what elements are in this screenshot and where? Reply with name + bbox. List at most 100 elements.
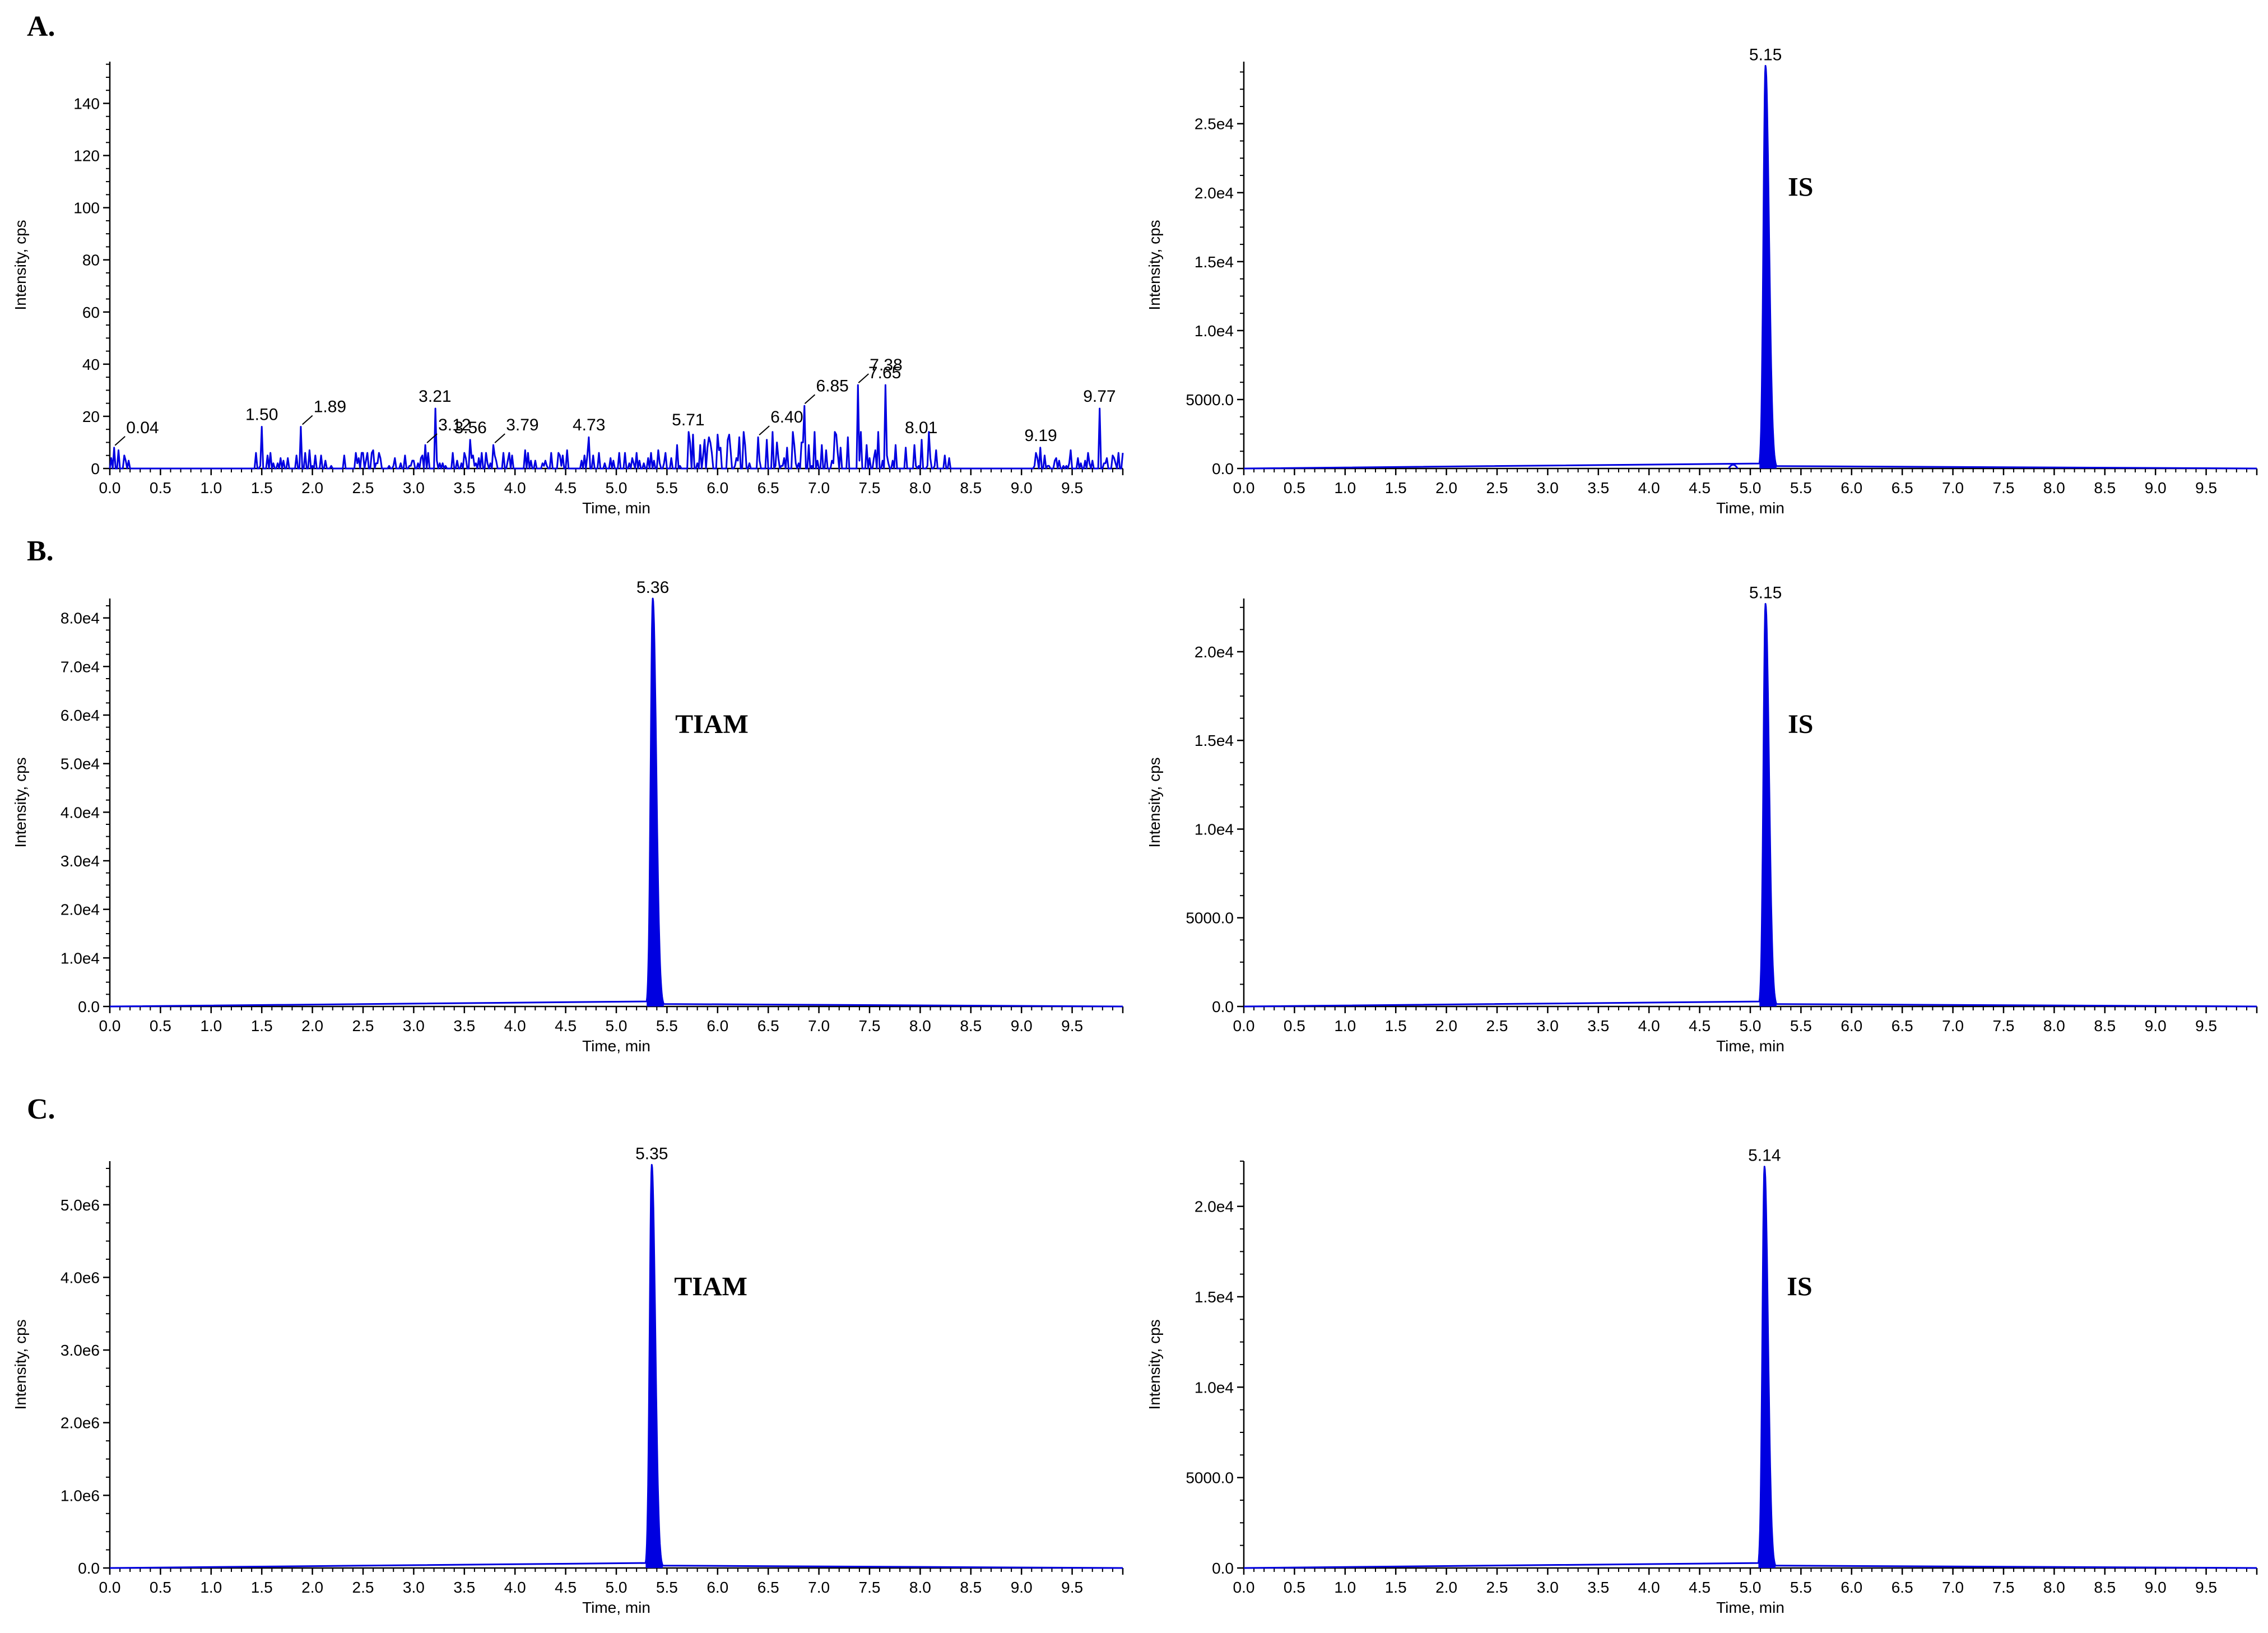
x-tick-label: 2.5 [352,479,374,497]
peak-area [645,1165,663,1568]
x-tick-label: 1.5 [1385,479,1407,497]
peak-label: 5.71 [672,411,704,429]
x-tick-label: 1.5 [1385,1017,1407,1034]
y-tick-label: 0.0 [78,998,100,1015]
y-axis-title: Intensity, cps [1146,1319,1163,1409]
x-tick-label: 7.0 [1942,479,1964,497]
x-tick-label: 9.0 [2145,1017,2167,1034]
x-tick-label: 3.0 [403,1017,425,1034]
peak-label: 5.14 [1748,1147,1781,1165]
x-tick-label: 8.0 [2043,1579,2065,1596]
x-tick-label: 7.5 [1993,479,2015,497]
peak-label: 5.36 [636,578,669,597]
x-tick-label: 4.5 [1689,1579,1711,1596]
x-tick-label: 3.0 [1537,479,1559,497]
x-tick-label: 1.5 [1385,1579,1407,1596]
x-axis-title: Time, min [582,1037,650,1055]
y-tick-label: 3.0e4 [61,852,100,870]
x-tick-label: 0.5 [150,1017,171,1034]
chromatogram-trace [109,1164,1123,1569]
x-tick-label: 6.0 [707,479,728,497]
x-tick-label: 2.0 [1435,479,1457,497]
peak-annotation: IS [1788,709,1813,739]
x-tick-label: 8.0 [909,479,931,497]
x-tick-label: 8.5 [960,479,982,497]
peak-leader [858,373,869,383]
y-tick-label: 80 [82,252,100,269]
peak-label: 5.15 [1749,583,1782,602]
x-tick-label: 6.5 [1891,479,1913,497]
x-tick-label: 4.0 [1638,1017,1660,1034]
x-tick-label: 4.5 [1689,479,1711,497]
peak-label: 6.40 [770,408,803,426]
chromatogram-trace [109,384,1124,470]
y-tick-label: 140 [73,95,100,112]
x-tick-label: 2.0 [301,1017,323,1034]
x-tick-label: 1.0 [1334,479,1356,497]
y-tick-label: 1.5e4 [1195,732,1234,749]
x-tick-label: 6.0 [1841,1579,1862,1596]
x-tick-label: 5.0 [606,479,628,497]
x-tick-label: 0.0 [99,1017,121,1034]
x-tick-label: 4.5 [555,479,577,497]
chromatogram-trace [1243,64,2257,470]
y-tick-label: 4.0e4 [61,804,100,821]
chromatogram-trace [1243,1166,2257,1569]
x-axis-title: Time, min [1716,499,1784,517]
x-tick-label: 6.0 [1841,1017,1862,1034]
peak-label: 1.89 [314,398,346,416]
peak-label: 5.35 [635,1144,668,1163]
peak-label: 3.79 [506,416,538,434]
x-tick-label: 1.0 [200,1017,222,1034]
chart-a-right: 0.0 0.5 1.0 1.5 2.0 2.5 3.0 3.5 4.0 4.5 5.0 5.5 6.0 6… [1146,45,2258,517]
x-tick-label: 5.5 [656,479,678,497]
x-tick-label: 5.0 [1740,1579,1762,1596]
x-tick-label: 9.5 [1061,1017,1083,1034]
y-tick-label: 0.0 [1212,1560,1234,1577]
peak-annotation: TIAM [675,709,749,739]
peak-label: 6.85 [816,377,848,395]
y-tick-label: 1.5e4 [1195,253,1234,271]
x-tick-label: 7.0 [808,479,830,497]
y-tick-label: 5000.0 [1186,391,1234,409]
x-tick-label: 8.0 [2043,479,2065,497]
peak-leader [114,436,126,446]
x-tick-label: 3.5 [453,1579,475,1596]
x-tick-label: 1.0 [200,479,222,497]
y-tick-label: 2.0e4 [1195,1198,1234,1216]
x-tick-label: 0.5 [1284,479,1305,497]
panel-label-c: C. [27,1093,55,1125]
y-tick-label: 5000.0 [1186,1469,1234,1487]
y-axis-title: Intensity, cps [12,1319,29,1409]
x-tick-label: 1.5 [251,479,273,497]
chart-b-right: 0.0 0.5 1.0 1.5 2.0 2.5 3.0 3.5 4.0 4.5 5.0 5.5 6.0 6… [1146,583,2258,1055]
x-tick-label: 7.0 [1942,1017,1964,1034]
x-tick-label: 6.5 [1891,1579,1913,1596]
y-tick-label: 20 [82,408,100,425]
x-tick-label: 4.0 [504,1017,526,1034]
x-tick-label: 0.5 [1284,1579,1305,1596]
peak-leader [804,394,816,405]
x-tick-label: 9.5 [2195,1579,2217,1596]
x-tick-label: 2.5 [352,1017,374,1034]
peak-label: 9.77 [1083,387,1116,406]
x-tick-label: 2.5 [1486,1579,1508,1596]
x-tick-label: 4.5 [1689,1017,1711,1034]
x-tick-label: 0.5 [150,479,171,497]
x-tick-label: 8.5 [2094,1017,2116,1034]
y-tick-label: 120 [73,147,100,165]
x-tick-label: 2.0 [301,479,323,497]
x-tick-label: 5.0 [606,1017,628,1034]
peak-label: 3.21 [419,387,451,406]
peak-label: 4.73 [573,416,605,434]
x-tick-label: 0.5 [150,1579,171,1596]
peak-label: 5.15 [1749,45,1782,64]
x-tick-label: 3.0 [1537,1579,1559,1596]
y-tick-label: 1.5e4 [1195,1288,1234,1306]
x-tick-label: 5.0 [1740,1017,1762,1034]
y-tick-label: 0.0 [78,1560,100,1577]
chart-b-left: 0.0 0.5 1.0 1.5 2.0 2.5 3.0 3.5 4.0 4.5 5.0 5.5 6.0 6… [12,578,1124,1055]
peak-label: 9.19 [1024,426,1057,445]
peak-leader [759,425,770,435]
